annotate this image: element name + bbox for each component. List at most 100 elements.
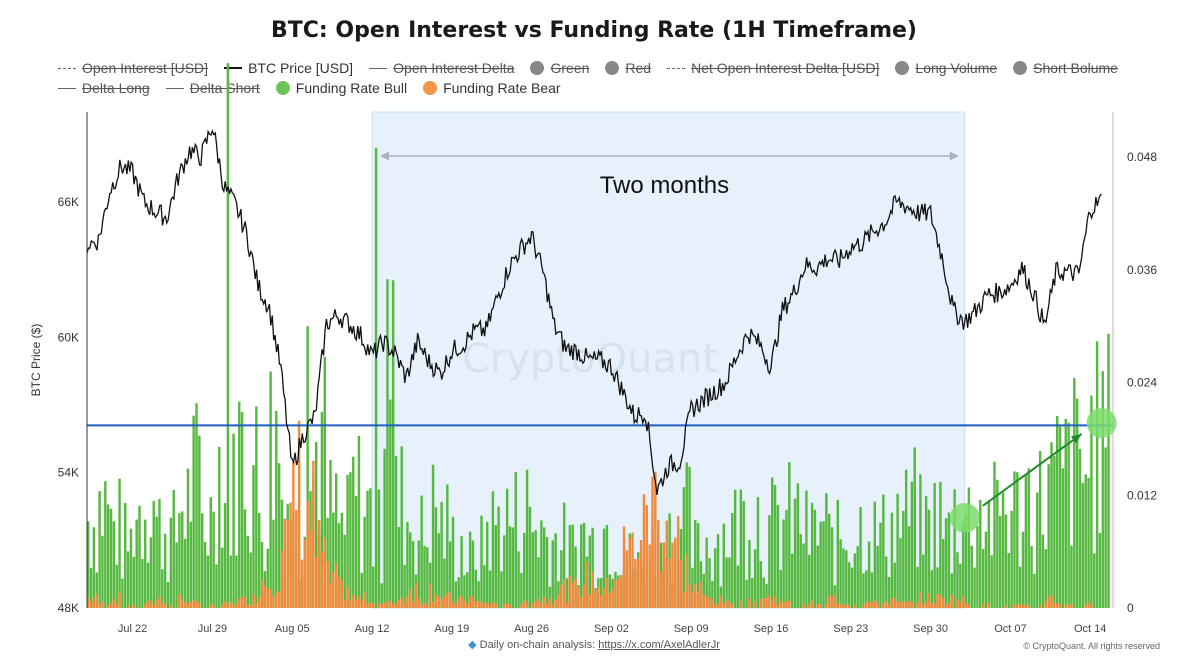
funding-bear-bar (676, 515, 680, 608)
funding-bull-bar (175, 542, 178, 608)
funding-bull-bar (799, 534, 802, 608)
funding-bull-bar (374, 147, 378, 609)
funding-bull-bar (939, 481, 942, 608)
funding-bear-bar (317, 520, 321, 608)
funding-bear-bar (488, 604, 492, 608)
funding-bull-bar (323, 356, 326, 608)
legend-item-r2-3[interactable]: Funding Rate Bear (423, 80, 561, 96)
funding-bull-bar (944, 518, 948, 608)
chart-title: BTC: Open Interest vs Funding Rate (1H T… (271, 18, 917, 43)
funding-bear-bar (1016, 604, 1019, 608)
funding-bull-bar (232, 433, 235, 608)
legend-item-r2-2[interactable]: Funding Rate Bull (275, 80, 407, 96)
funding-markers (949, 407, 1117, 533)
funding-bull-bar (486, 521, 489, 608)
funding-bull-bar (448, 541, 452, 608)
funding-bull-bar (523, 532, 526, 608)
funding-bear-bar (320, 551, 324, 608)
funding-bull-bar (773, 484, 777, 608)
funding-bear-bar (448, 592, 452, 608)
legend-label: Funding Rate Bear (443, 80, 561, 96)
funding-bear-bar (907, 600, 911, 608)
y-tick-label: 66K (58, 195, 79, 209)
legend-item-r1-3[interactable]: Green (530, 60, 589, 76)
funding-bear-bar (520, 604, 523, 608)
funding-bear-bar (671, 542, 674, 608)
funding-bull-bar (816, 545, 820, 608)
funding-bear-bar (272, 596, 275, 608)
legend-item-r1-0[interactable]: Open Interest [USD] (58, 60, 208, 76)
legend-item-r2-0[interactable]: Delta Long (58, 80, 150, 96)
funding-bear-bar (372, 603, 375, 608)
funding-bear-bar (1090, 604, 1093, 608)
funding-bear-bar (437, 596, 440, 608)
funding-bull-bar (471, 540, 475, 608)
funding-bull-bar (394, 455, 398, 608)
funding-bull-bar (101, 535, 104, 608)
funding-bear-bar (619, 575, 623, 608)
funding-bull-bar (802, 543, 805, 608)
funding-bear-bar (477, 600, 480, 608)
funding-bull-bar (440, 501, 443, 608)
funding-bear-bar (657, 520, 660, 608)
funding-bear-bar (146, 600, 150, 608)
funding-bull-bar (733, 489, 737, 608)
funding-bull-bar (517, 551, 520, 608)
legend-item-r1-2[interactable]: Open Interest Delta (369, 60, 514, 76)
funding-bear-bar (1027, 604, 1030, 608)
funding-bear-bar (149, 600, 153, 608)
funding-bull-bar (246, 535, 250, 608)
funding-bear-bar (628, 538, 631, 608)
funding-bear-bar (240, 596, 244, 608)
funding-bear-bar (688, 584, 691, 608)
funding-bear-bar (431, 601, 435, 608)
funding-bear-bar (870, 601, 874, 608)
legend-item-r1-6[interactable]: Long Volume (895, 60, 997, 76)
funding-bear-bar (360, 600, 364, 608)
funding-bear-bar (1038, 604, 1042, 608)
funding-bear-bar (1053, 603, 1056, 608)
funding-bull-bar (457, 577, 460, 608)
funding-bull-bar (751, 577, 754, 608)
funding-bear-bar (748, 598, 751, 608)
legend-item-r1-4[interactable]: Red (605, 60, 651, 76)
funding-bull-bar (1050, 442, 1053, 608)
funding-bull-bar (588, 535, 592, 608)
funding-bull-bar (961, 521, 965, 608)
legend-item-r1-5[interactable]: Net Open Interest Delta [USD] (667, 60, 879, 76)
y-tick-label: 54K (58, 466, 79, 480)
funding-bear-bar (902, 601, 905, 608)
funding-bear-bar (574, 578, 577, 608)
funding-bear-bar (768, 596, 771, 608)
legend-item-r2-1[interactable]: Delta Short (165, 80, 260, 96)
funding-bear-bar (987, 602, 991, 608)
funding-bull-bar (919, 474, 922, 608)
funding-bull-bar (534, 530, 537, 608)
funding-bear-bar (181, 599, 184, 608)
funding-bull-bar (753, 549, 757, 608)
funding-bear-bar (668, 558, 671, 608)
funding-bull-bar (95, 572, 98, 608)
legend-item-r1-7[interactable]: Short Bolume (1013, 60, 1118, 76)
footer-link[interactable]: https://x.com/AxelAdlerJr (598, 639, 720, 651)
funding-bull-bar (953, 489, 956, 608)
funding-bear-bar (580, 597, 583, 608)
funding-bear-bar (232, 604, 235, 608)
funding-bear-bar (426, 604, 429, 608)
funding-bull-bar (768, 515, 771, 608)
funding-bull-bar (708, 558, 711, 608)
funding-bear-bar (1013, 604, 1016, 608)
legend-dot-icon (605, 61, 620, 75)
legend-item-r1-1[interactable]: BTC Price [USD] (224, 60, 353, 76)
funding-bull-bar (363, 516, 366, 608)
funding-bull-bar (272, 519, 275, 608)
funding-bear-bar (235, 604, 238, 608)
funding-bear-bar (260, 580, 264, 608)
funding-bull-bar (169, 517, 173, 608)
funding-bear-bar (87, 597, 90, 608)
funding-bull-bar (252, 465, 255, 608)
funding-bull-bar (1038, 451, 1042, 608)
funding-bear-bar (833, 594, 837, 608)
funding-bull-bar (870, 572, 874, 608)
funding-bull-bar (1030, 545, 1033, 608)
